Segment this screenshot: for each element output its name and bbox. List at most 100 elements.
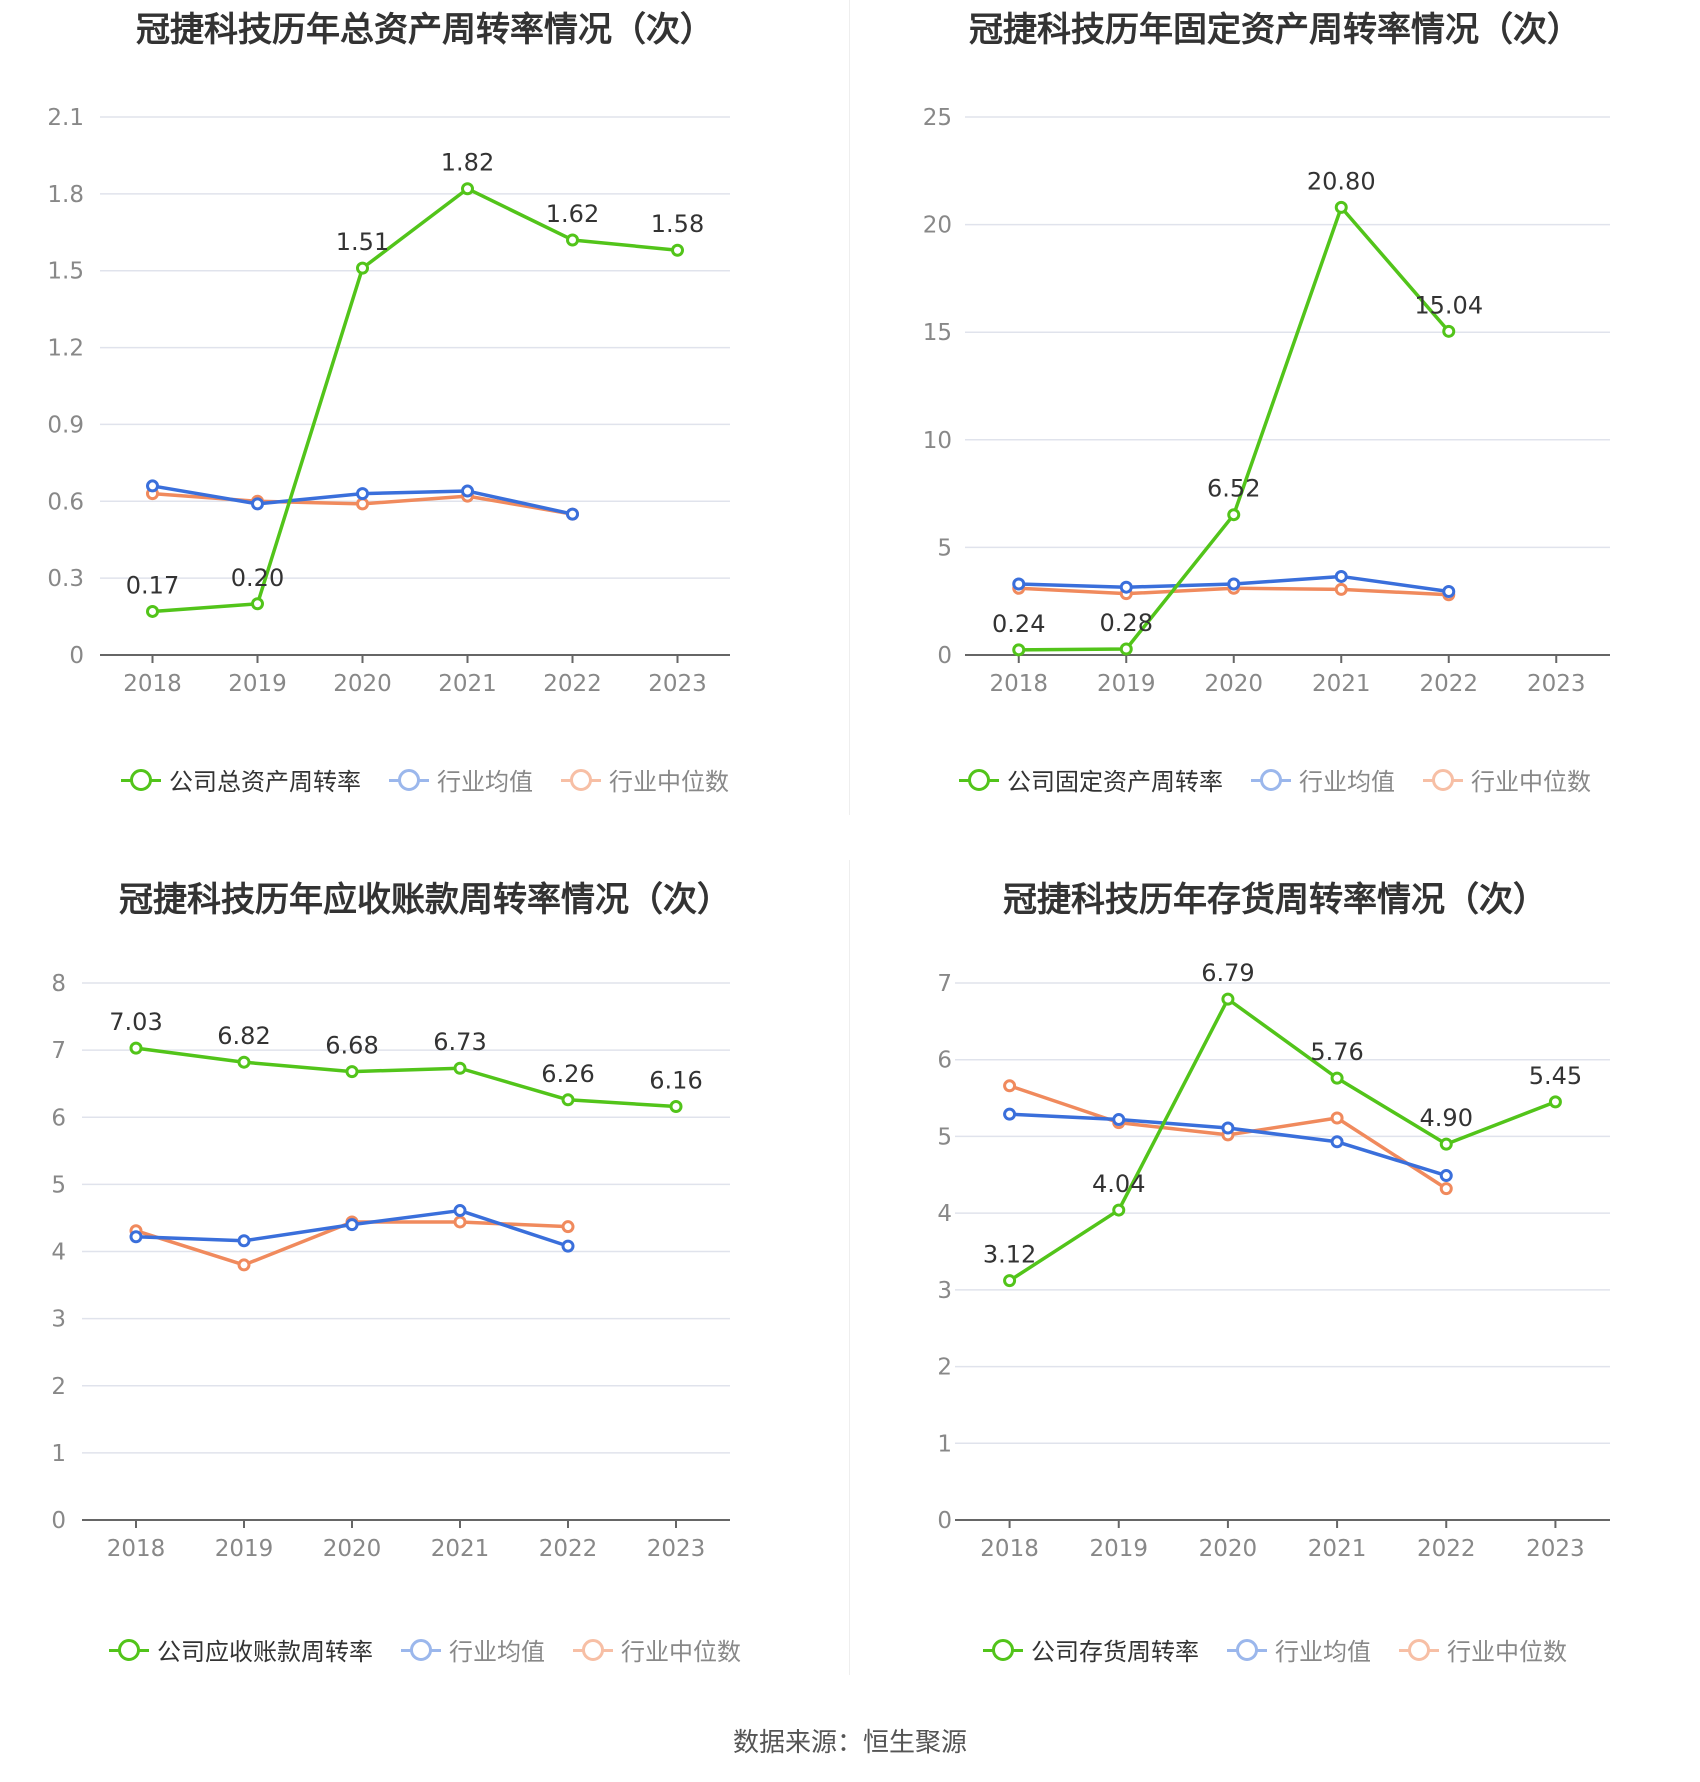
x-tick-label: 2023	[1526, 1536, 1585, 1562]
data-point-company	[461, 182, 474, 196]
data-point-industry-median	[356, 497, 369, 511]
y-tick-label: 0.3	[47, 566, 84, 592]
legend-item-industry-median[interactable]: 行业中位数	[1399, 1632, 1567, 1667]
chart-panel-total-asset-turnover: 冠捷科技历年总资产周转率情况（次） 0 0.3 0.6 0.9 1.2 1.5 1.8 2.1…	[0, 0, 850, 870]
data-label: 4.04	[1092, 1170, 1145, 1198]
y-tick-label: 2	[51, 1374, 66, 1400]
data-point-company	[1003, 1274, 1017, 1288]
data-label: 1.82	[441, 149, 494, 177]
x-tick-label: 2020	[1204, 671, 1263, 697]
line-chart-inventory-turnover: 0 1 2 3 4 5 6 7 2018 2019 2020 2021 2022 2023 3.12 4.04…	[937, 959, 1610, 1562]
chart-title: 冠捷科技历年固定资产周转率情况（次）	[969, 10, 1581, 50]
data-label: 6.82	[217, 1022, 270, 1050]
x-tick-label: 2019	[215, 1536, 274, 1562]
data-source-note: 数据来源：恒生聚源	[732, 1728, 967, 1758]
data-point-industry-avg	[251, 497, 264, 511]
data-label: 6.52	[1207, 475, 1260, 503]
data-point-company	[1548, 1095, 1562, 1109]
data-point-company	[356, 261, 369, 275]
data-point-industry-avg	[1330, 1135, 1344, 1149]
y-tick-label: 0	[51, 1508, 66, 1534]
x-tick-label: 2023	[1527, 671, 1586, 697]
legend-label: 公司总资产周转率	[169, 768, 361, 796]
data-label: 6.16	[649, 1067, 702, 1095]
legend-item-industry-avg[interactable]: 行业均值	[389, 762, 533, 797]
x-tick-label: 2018	[980, 1536, 1039, 1562]
data-label: 15.04	[1414, 291, 1483, 319]
chart-legend: 公司应收账款周转率 行业均值 行业中位数	[0, 1632, 850, 1667]
legend-label: 行业均值	[449, 1638, 545, 1666]
legend-item-industry-median[interactable]: 行业中位数	[1423, 762, 1591, 797]
y-tick-label: 3	[51, 1307, 66, 1333]
y-tick-label: 6	[51, 1105, 66, 1131]
legend-item-industry-median[interactable]: 行业中位数	[561, 762, 729, 797]
x-tick-label: 2021	[438, 671, 497, 697]
legend-marker-industry-median	[1423, 768, 1463, 792]
data-point-industry-median	[453, 1215, 467, 1229]
chart-title: 冠捷科技历年总资产周转率情况（次）	[136, 10, 714, 50]
data-point-industry-median	[1330, 1111, 1344, 1125]
data-point-company	[1119, 642, 1133, 656]
legend-item-company[interactable]: 公司总资产周转率	[121, 762, 361, 797]
x-tick-label: 2020	[333, 671, 392, 697]
chart-panel-fixed-asset-turnover: 冠捷科技历年固定资产周转率情况（次） 0 5 10 15 20 25 2018 2019 202…	[850, 0, 1700, 870]
data-label: 7.03	[109, 1008, 162, 1036]
y-tick-label: 0	[937, 1508, 952, 1534]
data-point-company	[129, 1041, 143, 1055]
data-point-industry-avg	[345, 1218, 359, 1232]
x-tick-label: 2019	[228, 671, 287, 697]
legend-label: 公司固定资产周转率	[1007, 768, 1223, 796]
x-tick-label: 2022	[1419, 671, 1478, 697]
data-label: 5.45	[1529, 1062, 1582, 1090]
y-tick-label: 20	[923, 213, 952, 239]
data-label: 6.68	[325, 1032, 378, 1060]
legend-item-industry-avg[interactable]: 行业均值	[1251, 762, 1395, 797]
legend-label: 行业中位数	[1447, 1638, 1567, 1666]
y-tick-label: 0.9	[47, 412, 84, 438]
y-tick-label: 10	[923, 428, 952, 454]
y-tick-label: 4	[937, 1201, 952, 1227]
y-tick-label: 5	[937, 535, 952, 561]
y-tick-label: 1.8	[47, 182, 84, 208]
data-point-industry-avg	[1334, 569, 1348, 583]
chart-legend: 公司固定资产周转率 行业均值 行业中位数	[850, 762, 1700, 797]
data-point-company	[1112, 1203, 1126, 1217]
y-tick-label: 1	[937, 1431, 952, 1457]
x-tick-label: 2020	[1199, 1536, 1258, 1562]
legend-marker-industry-avg	[401, 1638, 441, 1662]
legend-item-industry-avg[interactable]: 行业均值	[1227, 1632, 1371, 1667]
legend-label: 行业均值	[437, 768, 533, 796]
data-label: 0.17	[126, 571, 179, 599]
data-point-company	[453, 1061, 467, 1075]
y-tick-label: 1.2	[47, 336, 84, 362]
legend-marker-company	[959, 768, 999, 792]
series-line-company	[152, 186, 678, 614]
y-tick-label: 6	[937, 1048, 952, 1074]
x-tick-label: 2018	[123, 671, 182, 697]
legend-label: 行业均值	[1275, 1638, 1371, 1666]
data-point-company	[146, 604, 159, 618]
legend-item-company[interactable]: 公司应收账款周转率	[109, 1632, 373, 1667]
data-point-company	[1334, 200, 1348, 214]
data-label: 6.73	[433, 1028, 486, 1056]
legend-item-industry-median[interactable]: 行业中位数	[573, 1632, 741, 1667]
data-point-industry-avg	[461, 484, 474, 498]
legend-item-company[interactable]: 公司固定资产周转率	[959, 762, 1223, 797]
series-line-company	[1008, 997, 1557, 1283]
data-label: 20.80	[1307, 167, 1376, 195]
data-point-company	[1442, 324, 1456, 338]
legend-label: 行业中位数	[1471, 768, 1591, 796]
x-tick-label: 2019	[1097, 671, 1156, 697]
legend-item-industry-avg[interactable]: 行业均值	[401, 1632, 545, 1667]
legend-item-company[interactable]: 公司存货周转率	[983, 1632, 1199, 1667]
data-point-industry-median	[237, 1258, 251, 1272]
data-point-company	[1439, 1137, 1453, 1151]
x-tick-label: 2022	[543, 671, 602, 697]
data-label: 6.26	[541, 1060, 594, 1088]
data-point-company	[669, 1100, 683, 1114]
legend-marker-company	[121, 768, 161, 792]
y-tick-label: 25	[923, 105, 952, 131]
legend-marker-industry-median	[573, 1638, 613, 1662]
y-tick-label: 5	[937, 1124, 952, 1150]
y-tick-label: 5	[51, 1172, 66, 1198]
